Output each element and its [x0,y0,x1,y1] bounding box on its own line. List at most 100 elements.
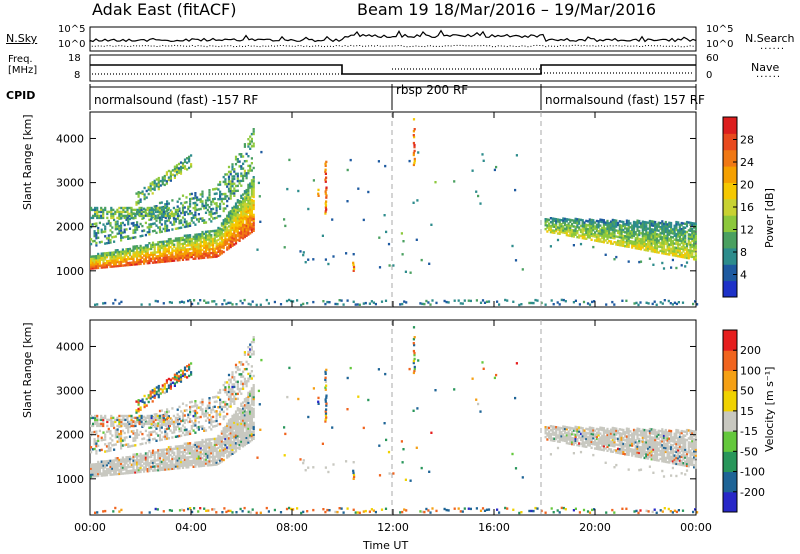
power-cell [215,235,218,238]
velocity-cell [201,440,204,444]
power-cell [130,212,133,215]
velocity-cell [130,420,133,423]
power-cell [125,264,128,267]
velocity-cell [151,395,154,399]
velocity-cell [107,449,110,453]
power-cell [242,229,245,232]
velocity-cell [197,441,200,444]
power-cell [192,251,195,254]
power-cell [662,234,666,237]
power-cell [167,256,170,259]
power-cell [652,246,655,249]
power-cell [162,210,165,214]
power-cell [622,234,625,238]
power-cell [567,230,570,233]
velocity-cell [546,434,549,437]
power-cell [188,160,191,163]
velocity-cell [250,432,253,436]
power-cell [673,301,676,304]
power-cell [661,250,664,253]
velocity-cell [143,415,146,418]
power-cell [215,241,218,244]
power-cell [412,134,415,137]
power-cell [138,214,141,218]
power-cell [641,226,644,229]
power-cell [114,223,117,226]
power-cell [171,169,174,172]
power-cell [157,251,160,254]
power-cell [104,256,107,259]
power-cell [194,211,197,214]
power-cell [242,227,245,230]
power-cell [112,212,115,216]
power-cell [181,248,185,252]
power-cell [654,232,657,236]
power-cell [173,259,176,262]
velocity-cell [91,475,94,478]
power-cell [576,230,579,233]
velocity-cell [102,422,105,426]
power-cell [671,242,674,245]
velocity-cell [197,447,200,450]
power-cell [166,229,169,232]
power-cell [145,196,148,199]
power-cell [556,220,560,223]
power-cell [682,222,685,225]
power-cell [148,253,151,257]
power-cell [175,173,179,176]
power-cell [380,300,384,303]
velocity-cell [220,452,223,455]
velocity-cell [231,420,234,424]
power-cell [160,246,163,250]
power-cell [689,255,692,258]
power-cell [654,220,657,224]
velocity-cell [148,469,151,473]
power-cell [174,239,177,242]
power-cell [661,222,664,225]
power-cell [443,299,446,303]
power-cell [687,257,690,260]
power-cell [204,244,208,247]
power-cell [227,245,231,248]
power-cell [613,231,616,234]
power-cell [609,224,613,227]
power-cell [592,223,595,226]
power-cell [694,258,697,261]
velocity-cell [208,446,211,449]
power-cell [634,239,637,242]
velocity-cell [155,386,158,389]
velocity-cell [109,461,112,464]
power-cell [638,231,641,235]
power-cell [233,177,236,181]
power-cell [664,234,667,238]
power-cell [162,212,165,216]
velocity-cell [166,468,169,471]
velocity-cell [183,460,186,463]
power-cell [512,300,515,303]
power-cell [128,261,132,265]
velocity-cell [118,464,121,468]
velocity-cell [167,456,170,459]
power-cell [588,303,592,306]
velocity-cell [183,375,187,378]
power-cell [157,176,160,180]
power-cell [109,263,112,266]
power-cell [196,235,199,238]
power-cell [116,220,119,223]
power-cell [138,210,141,214]
power-cell [297,189,300,193]
velocity-cell [162,456,165,459]
velocity-cell [109,437,112,440]
velocity-cell [180,410,183,413]
velocity-cell [231,424,234,428]
velocity-cell [189,446,192,449]
power-cell [222,221,225,224]
velocity-cell [95,445,98,448]
velocity-cell [187,446,190,449]
velocity-cell [204,438,208,441]
velocity-cell [160,460,163,464]
power-cell [250,209,253,212]
velocity-cell [224,441,227,445]
power-cell [405,301,408,304]
velocity-cell [148,416,151,420]
